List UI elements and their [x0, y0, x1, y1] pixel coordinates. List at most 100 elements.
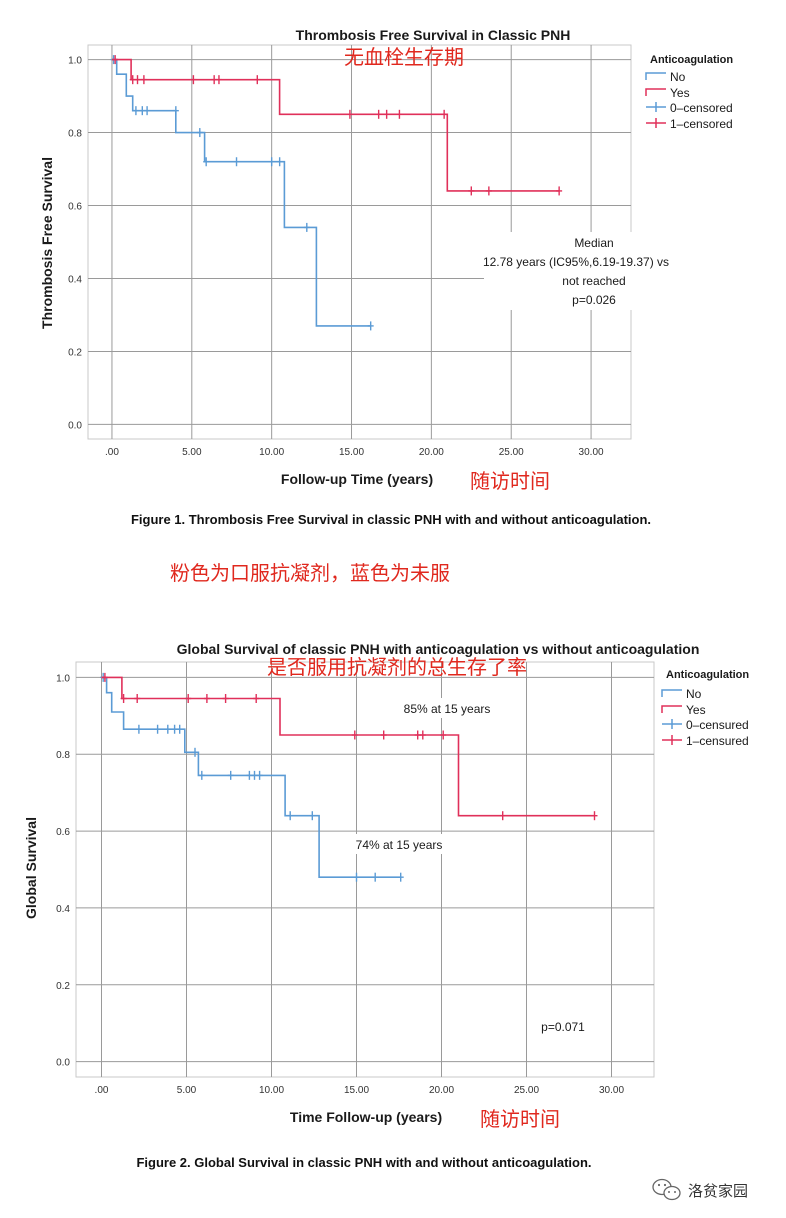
x-tick-label: .00 — [95, 1085, 109, 1096]
series-layer — [100, 672, 598, 882]
censor-mark-no — [287, 811, 294, 821]
censor-mark-no — [251, 770, 258, 780]
y-tick-label: 0.4 — [56, 904, 70, 915]
legend-entry-no: No — [686, 687, 702, 701]
annotation-85: 85% at 15 years — [388, 698, 506, 718]
censor-mark-no — [233, 157, 240, 167]
legend-censor-1 — [662, 735, 682, 745]
y-tick-label: 0.2 — [56, 981, 70, 992]
legend-entry-0-censored: 0–censored — [670, 101, 733, 115]
legend-swatch-no — [661, 689, 682, 697]
y-tick-label: 0.6 — [68, 202, 82, 213]
grid — [76, 662, 654, 1077]
x-tick-label: 10.00 — [259, 447, 284, 458]
censor-mark-no — [192, 747, 198, 757]
legend-censor-0 — [662, 719, 682, 729]
x-tick-label: 15.00 — [344, 1085, 369, 1096]
censor-mark-yes — [140, 75, 147, 85]
y-tick-label: 0.8 — [68, 129, 82, 140]
y-tick-label: 1.0 — [68, 56, 82, 67]
censor-mark-yes — [468, 186, 475, 196]
legend-swatch-no — [645, 72, 666, 80]
y-tick-label: 0.6 — [56, 827, 70, 838]
censor-mark-yes — [254, 75, 261, 85]
censor-mark-yes — [414, 730, 421, 740]
legend-entry-yes: Yes — [670, 86, 690, 100]
x-tick-label: 20.00 — [419, 447, 444, 458]
censor-mark-yes — [440, 730, 447, 740]
annotation-line: Median — [574, 236, 613, 250]
censor-mark-no — [171, 724, 178, 734]
censor-mark-no — [372, 872, 379, 882]
x-tick-label: 10.00 — [259, 1085, 284, 1096]
censor-mark-yes — [499, 811, 506, 821]
plot-frame — [75, 661, 655, 1078]
censor-mark-no — [303, 222, 310, 232]
legend-censor-1 — [646, 118, 666, 128]
censor-mark-no — [367, 321, 374, 331]
tick-labels: .00 5.00 10.00 15.00 20.00 25.00 30.00 0.0 0.2 0.… — [56, 673, 624, 1096]
censor-mark-no — [353, 872, 360, 882]
annotation-text: 85% at 15 years — [404, 702, 491, 716]
censor-mark-yes — [556, 186, 563, 196]
censor-mark-yes — [215, 75, 222, 85]
legend-title: Anticoagulation — [650, 54, 733, 66]
censor-mark-no — [276, 157, 283, 167]
x-tick-label: 20.00 — [429, 1085, 454, 1096]
legend: Anticoagulation No Yes 0–censored 1–cens… — [645, 54, 733, 131]
chart-title: Thrombosis Free Survival in Classic PNH — [296, 27, 571, 43]
x-tick-label: 25.00 — [514, 1085, 539, 1096]
x-tick-label: 30.00 — [579, 447, 604, 458]
series-line-yes — [112, 58, 560, 192]
censor-mark-no — [309, 811, 316, 821]
annotation-line: p=0.026 — [572, 293, 616, 307]
censor-mark-yes — [591, 811, 598, 821]
legend-swatch-yes — [661, 705, 682, 713]
censor-mark-no — [176, 724, 183, 734]
chart-2: .00 5.00 10.00 15.00 20.00 25.00 30.00 0.0 0.2 0.… — [23, 641, 749, 1170]
legend: Anticoagulation No Yes 0–censured 1–cens… — [661, 669, 749, 748]
x-tick-label: 15.00 — [339, 447, 364, 458]
censor-mark-yes — [253, 694, 260, 704]
annotation-text: p=0.071 — [541, 1020, 585, 1034]
watermark: 洛贫家园 — [652, 1178, 748, 1201]
x-axis-label-cn: 随访时间 — [480, 1107, 560, 1131]
censor-mark-yes — [101, 672, 108, 682]
y-tick-label: 0.0 — [68, 420, 82, 431]
censor-mark-yes — [383, 109, 390, 119]
censor-mark-no — [172, 106, 179, 116]
censor-mark-no — [198, 770, 205, 780]
x-tick-label: 5.00 — [177, 1085, 197, 1096]
y-tick-label: 0.2 — [68, 347, 82, 358]
censor-mark-no — [132, 106, 139, 116]
annotation-pvalue: p=0.071 — [530, 1016, 600, 1036]
censor-mark-no — [164, 724, 171, 734]
legend-swatch-yes — [645, 88, 666, 96]
censor-mark-yes — [185, 694, 192, 704]
censor-mark-yes — [485, 186, 492, 196]
legend-censor-0 — [646, 102, 666, 112]
censor-mark-yes — [120, 694, 127, 704]
censor-mark-yes — [380, 730, 387, 740]
note-cn: 粉色为口服抗凝剂，蓝色为未服 — [170, 561, 450, 585]
chart-title-cn: 无血栓生存期 — [344, 45, 464, 69]
x-axis-label: Follow-up Time (years) — [281, 471, 433, 487]
censor-mark-no — [268, 157, 275, 167]
censor-mark-yes — [375, 109, 382, 119]
censor-mark-no — [154, 724, 161, 734]
censor-mark-yes — [190, 75, 197, 85]
chart-1: .00 5.00 10.00 15.00 20.00 25.00 30.00 0.0 0.2 0.… — [39, 27, 733, 527]
legend-entry-no: No — [670, 70, 686, 84]
series-line-no — [112, 58, 371, 327]
censor-mark-yes — [396, 109, 403, 119]
censor-mark-yes — [134, 75, 141, 85]
legend-entry-yes: Yes — [686, 703, 706, 717]
series-line-no — [101, 676, 401, 878]
y-tick-label: 1.0 — [56, 673, 70, 684]
annotation-line: 12.78 years (IC95%,6.19-19.37) vs — [483, 255, 669, 269]
x-axis-label-cn: 随访时间 — [470, 469, 550, 493]
watermark-text: 洛贫家园 — [688, 1182, 748, 1200]
annotation-74: 74% at 15 years — [340, 834, 458, 854]
legend-title: Anticoagulation — [666, 669, 749, 681]
